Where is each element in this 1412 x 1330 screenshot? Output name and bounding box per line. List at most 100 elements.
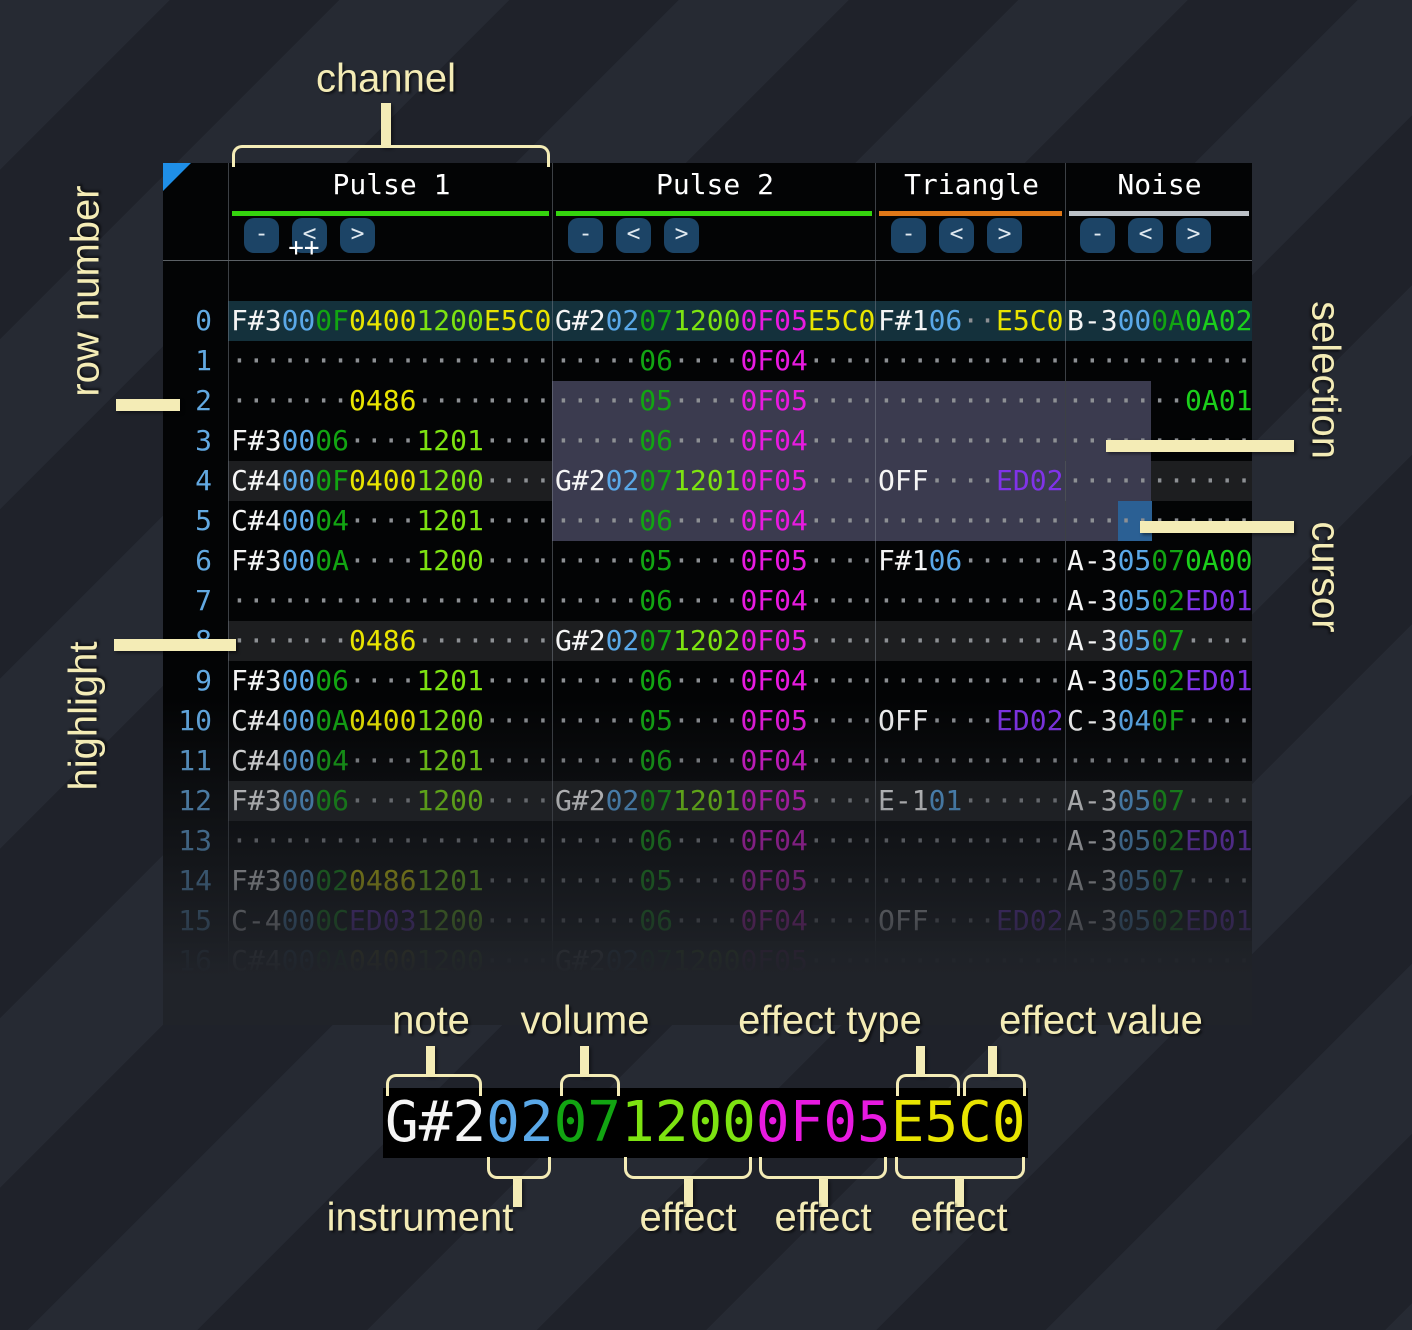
- shrink-channel-button[interactable]: <: [939, 218, 974, 253]
- effect-value-stem-line: [988, 1046, 997, 1076]
- pattern-cell-p1-row-9[interactable]: F#30006····1201····: [228, 661, 552, 701]
- pattern-corner-cell[interactable]: ++: [163, 163, 320, 263]
- pattern-cell-tri-row-9[interactable]: ···········: [875, 661, 1065, 701]
- pattern-cell-no-row-2[interactable]: ·······0A01: [1065, 381, 1252, 421]
- corner-triangle-icon: [163, 163, 191, 191]
- pattern-cell-p1-row-7[interactable]: ···················: [228, 581, 552, 621]
- pattern-cell-no-row-7[interactable]: A-30502ED01: [1065, 581, 1252, 621]
- volume-bracket: [560, 1074, 620, 1096]
- channel-bracket: [232, 145, 550, 167]
- channel-header-pulse-2[interactable]: Pulse 2: [552, 163, 875, 216]
- pattern-cell-p1-row-4[interactable]: C#4000F04001200····: [228, 461, 552, 501]
- pattern-cell-tri-row-1[interactable]: ···········: [875, 341, 1065, 381]
- blank-row: [163, 261, 1252, 301]
- pattern-cell-p2-row-4[interactable]: G#2020712010F05····: [552, 461, 875, 501]
- remove-effect-column-button[interactable]: -: [891, 218, 926, 253]
- selection-region: [1066, 461, 1151, 501]
- channel-name: Pulse 1: [332, 168, 451, 201]
- pattern-cell-p2-row-8[interactable]: G#2020712020F05····: [552, 621, 875, 661]
- highlight-pointer-line: [114, 639, 236, 651]
- selection-label: selection: [1303, 301, 1348, 459]
- pattern-cell-p1-row-3[interactable]: F#30006····1201····: [228, 421, 552, 461]
- row-number-pointer-line: [116, 399, 180, 411]
- shrink-channel-button[interactable]: <: [1128, 218, 1163, 253]
- pattern-cell-tri-row-3[interactable]: ···········: [875, 421, 1065, 461]
- effect1-bracket: [624, 1157, 752, 1179]
- pattern-cell-p1-row-0[interactable]: F#3000F04001200E5C0: [228, 301, 552, 341]
- pattern-row: 6 F#3000A····1200···· ·····05····0F05···· F…: [163, 541, 1252, 581]
- instrument-label: instrument: [326, 1195, 514, 1240]
- channel-underline: [232, 211, 549, 216]
- cursor-label: cursor: [1303, 521, 1348, 633]
- instrument-bracket: [487, 1157, 551, 1179]
- pattern-cell-p2-row-2[interactable]: ·····05····0F05····: [552, 381, 875, 421]
- pattern-cell-tri-row-5[interactable]: ···········: [875, 501, 1065, 541]
- channel-controls-pulse-1: - < >: [228, 211, 552, 260]
- effect-value-label: effect value: [999, 998, 1203, 1043]
- pattern-cell-tri-row-2[interactable]: ···········: [875, 381, 1065, 421]
- pattern-cell-no-row-6[interactable]: A-305070A00: [1065, 541, 1252, 581]
- expand-channel-button[interactable]: >: [987, 218, 1022, 253]
- pattern-cell-p1-row-8[interactable]: ·······0486········: [228, 621, 552, 661]
- expand-channel-button[interactable]: >: [664, 218, 699, 253]
- pattern-cell-no-row-9[interactable]: A-30502ED01: [1065, 661, 1252, 701]
- pattern-row: 4 C#4000F04001200···· G#2020712010F05···· O…: [163, 461, 1252, 501]
- pattern-cell-no-row-8[interactable]: A-30507····: [1065, 621, 1252, 661]
- remove-effect-column-button[interactable]: -: [568, 218, 603, 253]
- row-number: 5: [195, 504, 212, 537]
- row-number-label: row number: [63, 185, 108, 397]
- pattern-cell-tri-row-8[interactable]: ···········: [875, 621, 1065, 661]
- effect-value-bracket: [963, 1074, 1026, 1096]
- pattern-cell-p2-row-1[interactable]: ·····06····0F04····: [552, 341, 875, 381]
- pattern-cell-p1-row-5[interactable]: C#40004····1201····: [228, 501, 552, 541]
- pattern-cell-p2-row-6[interactable]: ·····05····0F05····: [552, 541, 875, 581]
- selection-pointer-line: [1106, 440, 1294, 452]
- pattern-cell-p1-row-2[interactable]: ·······0486········: [228, 381, 552, 421]
- channel-header-pulse-1[interactable]: Pulse 1: [228, 163, 552, 216]
- pattern-row: 7 ··················· ·····06····0F04···· ·…: [163, 581, 1252, 621]
- effect2-label: effect: [774, 1195, 872, 1240]
- shrink-channel-button[interactable]: <: [292, 218, 327, 253]
- pattern-cell-p1-row-1[interactable]: ···················: [228, 341, 552, 381]
- channel-underline: [879, 211, 1062, 216]
- effect-type-stem-line: [916, 1046, 925, 1076]
- pattern-cell-tri-row-0[interactable]: F#106··E5C0: [875, 301, 1065, 341]
- channel-header-noise[interactable]: Noise: [1065, 163, 1252, 216]
- remove-effect-column-button[interactable]: -: [1080, 218, 1115, 253]
- row-number: 3: [195, 424, 212, 457]
- pattern-cell-no-row-0[interactable]: B-3000A0A02: [1065, 301, 1252, 341]
- volume-label: volume: [520, 998, 650, 1043]
- pattern-cell-tri-row-7[interactable]: ···········: [875, 581, 1065, 621]
- row-number: 0: [195, 304, 212, 337]
- pattern-cell-p2-row-9[interactable]: ·····06····0F04····: [552, 661, 875, 701]
- pattern-cell-tri-row-4[interactable]: OFF····ED02: [875, 461, 1065, 501]
- expand-channel-button[interactable]: >: [1176, 218, 1211, 253]
- channel-header-triangle[interactable]: Triangle: [875, 163, 1065, 216]
- channel-underline: [556, 211, 872, 216]
- row-number: 9: [195, 664, 212, 697]
- effect2-stem-line: [819, 1179, 828, 1207]
- remove-effect-column-button[interactable]: -: [244, 218, 279, 253]
- expand-channel-button[interactable]: >: [340, 218, 375, 253]
- pattern-cell-no-row-4[interactable]: ···········: [1065, 461, 1252, 501]
- pattern-cell-p1-row-6[interactable]: F#3000A····1200····: [228, 541, 552, 581]
- shrink-channel-button[interactable]: <: [616, 218, 651, 253]
- effect-type-label: effect type: [738, 998, 922, 1043]
- pattern-cell-p2-row-7[interactable]: ·····06····0F04····: [552, 581, 875, 621]
- pattern-cell-no-row-1[interactable]: ···········: [1065, 341, 1252, 381]
- pattern-cell-tri-row-6[interactable]: F#106······: [875, 541, 1065, 581]
- note-stem-line: [426, 1046, 435, 1076]
- row-number: 1: [195, 344, 212, 377]
- pattern-editor: ++ Pulse 1 Pulse 2 Triangle Noise - < > - < > - < >…: [163, 163, 1252, 1025]
- pattern-cell-p2-row-3[interactable]: ·····06····0F04····: [552, 421, 875, 461]
- pattern-row: 3 F#30006····1201···· ·····06····0F04···· ·…: [163, 421, 1252, 461]
- effect-type-bracket: [896, 1074, 960, 1096]
- pattern-cell-p2-row-0[interactable]: G#2020712000F05E5C0: [552, 301, 875, 341]
- effect3-stem-line: [955, 1179, 964, 1207]
- pattern-row: 5 C#40004····1201···· ·····06····0F04···· ·…: [163, 501, 1252, 541]
- row-number: 2: [195, 384, 212, 417]
- pattern-cell-p2-row-5[interactable]: ·····06····0F04····: [552, 501, 875, 541]
- channel-underline: [1069, 211, 1249, 216]
- effect1-stem-line: [684, 1179, 693, 1207]
